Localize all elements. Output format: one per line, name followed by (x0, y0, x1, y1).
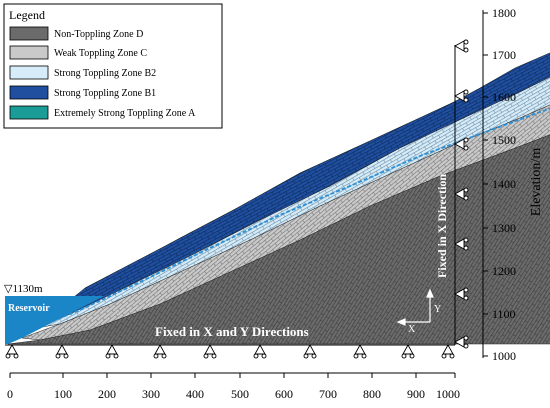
y-tick-label: 1000 (492, 349, 516, 363)
support-icon (353, 344, 367, 359)
x-axis-indicator-label: X (408, 324, 416, 335)
zone-d-area (7, 134, 550, 345)
y-tick-label: 1400 (492, 177, 516, 191)
support-icon (454, 39, 469, 53)
reservoir-label: Reservoir (8, 303, 50, 314)
reservoir-water (5, 296, 104, 344)
legend: Legend Non-Toppling Zone D Weak Toppling… (3, 3, 223, 129)
support-icon (5, 344, 19, 359)
support-icon (303, 344, 317, 359)
support-icon (454, 237, 469, 251)
support-icon (454, 187, 469, 201)
legend-label-zone-b2: Strong Toppling Zone B2 (54, 68, 156, 79)
y-axis-title: Elevation/m (529, 148, 544, 217)
y-tick-labels: 1800 1700 1600 1500 1400 1300 1200 1100 … (492, 6, 516, 363)
y-tick-label: 1200 (492, 264, 516, 278)
x-tick-label: 800 (363, 387, 381, 401)
y-tick-label: 1100 (492, 307, 516, 321)
xy-axis-indicator (396, 288, 434, 326)
y-axis-indicator-label: Y (434, 304, 441, 315)
slope-body (7, 52, 550, 345)
water-line (29, 107, 550, 331)
legend-swatch-zone-c (9, 45, 49, 60)
legend-label-zone-b1: Strong Toppling Zone B1 (54, 88, 156, 99)
x-tick-labels: 0 100 200 300 400 500 600 700 800 900 10… (7, 387, 460, 401)
support-icon (454, 137, 469, 151)
support-icon (454, 89, 469, 103)
support-icon (153, 344, 167, 359)
y-tick-label: 1800 (492, 6, 516, 20)
support-icon (203, 344, 217, 359)
x-tick-label: 700 (319, 387, 337, 401)
x-axis (9, 373, 456, 378)
support-icon (253, 344, 267, 359)
legend-swatch-zone-b2 (9, 65, 49, 80)
x-tick-label: 1000 (436, 387, 460, 401)
support-icon (454, 335, 469, 349)
legend-title: Legend (9, 8, 45, 22)
legend-swatch-zone-d (9, 26, 49, 41)
support-icon (55, 344, 69, 359)
y-tick-label: 1600 (492, 90, 516, 104)
y-tick-label: 1300 (492, 221, 516, 235)
reservoir-level-label: ▽1130m (4, 283, 43, 295)
legend-label-zone-c: Weak Toppling Zone C (54, 48, 147, 59)
legend-swatch-zone-a (9, 105, 49, 120)
bottom-boundary-label: Fixed in X and Y Directions (155, 324, 309, 339)
x-tick-label: 100 (54, 387, 72, 401)
x-tick-label: 500 (231, 387, 249, 401)
legend-label-zone-a: Extremely Strong Toppling Zone A (54, 108, 196, 119)
support-icon (105, 344, 119, 359)
support-icon (401, 344, 415, 359)
bottom-supports (5, 344, 455, 359)
y-tick-label: 1500 (492, 133, 516, 147)
y-axis (483, 12, 488, 357)
x-tick-label: 300 (142, 387, 160, 401)
x-tick-label: 600 (275, 387, 293, 401)
x-tick-label: 200 (98, 387, 116, 401)
support-icon (441, 344, 455, 359)
legend-label-zone-d: Non-Toppling Zone D (54, 29, 143, 40)
x-tick-label: 900 (407, 387, 425, 401)
support-icon (454, 287, 469, 301)
x-tick-label: 0 (7, 387, 13, 401)
x-tick-label: 400 (186, 387, 204, 401)
reservoir: Reservoir ▽1130m (4, 283, 104, 344)
y-tick-label: 1700 (492, 48, 516, 62)
right-boundary-label: Fixed in X Direction (435, 174, 449, 278)
legend-swatch-zone-b1 (9, 85, 49, 100)
model-frame (5, 10, 484, 374)
right-supports (454, 39, 469, 349)
